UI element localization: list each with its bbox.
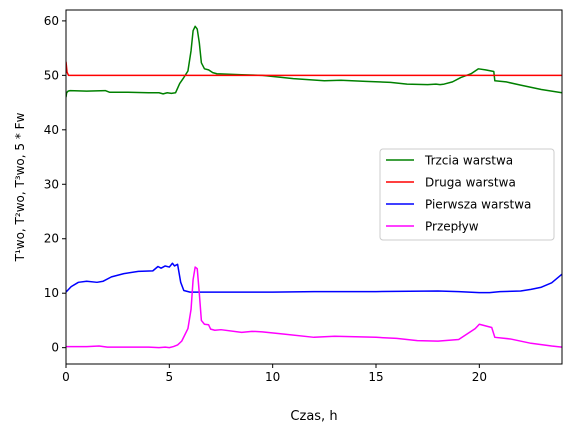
series-line-1 <box>66 25 562 98</box>
x-tick-label: 5 <box>166 370 174 384</box>
x-tick-label: 0 <box>62 370 70 384</box>
y-axis-label: T¹wo, T²wo, T³wo, 5 * Fw <box>13 112 27 262</box>
series-line-3 <box>66 262 562 294</box>
x-axis-label: Czas, h <box>290 409 337 424</box>
y-tick-label: 30 <box>44 177 59 191</box>
x-axis-ticks: 0 5 10 15 20 <box>62 364 487 384</box>
y-tick-label: 50 <box>44 68 59 82</box>
plot-frame <box>65 9 563 365</box>
y-tick-label: 10 <box>44 286 59 300</box>
legend: Trzcia warstwa Druga warstwa Pierwsza wars… <box>379 148 555 241</box>
y-tick-label: 60 <box>44 14 59 28</box>
series-line-2 <box>66 61 562 77</box>
legend-label: Przepływ <box>425 220 479 234</box>
x-tick-label: 20 <box>472 370 487 384</box>
legend-frame <box>379 148 555 241</box>
y-tick-label: 40 <box>44 123 59 137</box>
legend-label: Trzcia warstwa <box>424 154 513 168</box>
x-tick-label: 10 <box>265 370 280 384</box>
y-tick-label: 0 <box>51 341 59 355</box>
series-line-4 <box>66 266 562 349</box>
x-tick-label: 15 <box>368 370 383 384</box>
y-tick-label: 20 <box>44 232 59 246</box>
legend-label: Pierwsza warstwa <box>425 198 531 212</box>
y-axis-ticks: 0 10 20 30 40 50 60 <box>44 14 66 355</box>
series-layer <box>66 25 562 349</box>
legend-label: Druga warstwa <box>425 176 516 190</box>
